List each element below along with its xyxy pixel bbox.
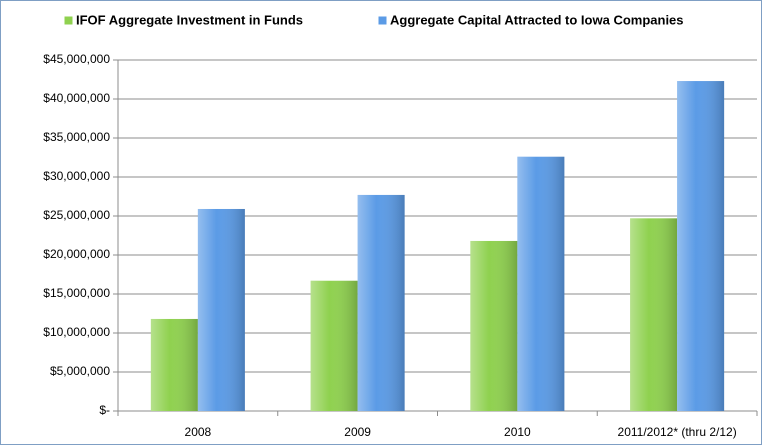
bar-shade [517, 156, 565, 411]
legend-swatch [377, 15, 388, 26]
legend-label: IFOF Aggregate Investment in Funds [76, 12, 303, 27]
y-tick-label: $10,000,000 [43, 325, 110, 339]
bar-shade [150, 318, 198, 411]
y-tick-label: $25,000,000 [43, 208, 110, 222]
x-tick-label: 2009 [344, 425, 371, 439]
bar-shade [357, 194, 405, 411]
y-tick-label: $40,000,000 [43, 91, 110, 105]
y-tick-label: $35,000,000 [43, 130, 110, 144]
y-tick-label: $45,000,000 [43, 52, 110, 66]
y-tick-label: $5,000,000 [50, 364, 110, 378]
y-tick-label: $20,000,000 [43, 247, 110, 261]
y-tick-label: $15,000,000 [43, 286, 110, 300]
legend-label: Aggregate Capital Attracted to Iowa Comp… [390, 12, 684, 27]
x-tick-label: 2011/2012* (thru 2/12) [618, 425, 737, 439]
bar-shade [197, 208, 245, 411]
legend-swatch [63, 15, 74, 26]
y-tick-label: $30,000,000 [43, 169, 110, 183]
y-tick-label: $- [99, 403, 110, 417]
x-tick-label: 2008 [185, 425, 212, 439]
bar-shade [310, 280, 358, 411]
bar-shade [677, 81, 725, 411]
bar-shade [630, 218, 678, 411]
x-tick-label: 2010 [504, 425, 531, 439]
bar-shade [470, 240, 518, 411]
